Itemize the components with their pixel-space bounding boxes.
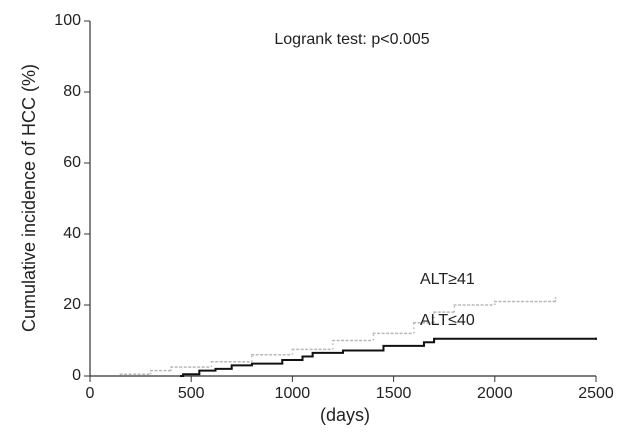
y-tick-label: 0: [72, 367, 81, 384]
x-tick-label: 500: [178, 385, 205, 402]
x-tick-label: 0: [86, 385, 95, 402]
x-tick-label: 1500: [376, 385, 412, 402]
y-tick-label: 80: [63, 83, 81, 100]
y-tick-label: 20: [63, 296, 81, 313]
y-tick-label: 40: [63, 225, 81, 242]
y-tick-label: 60: [63, 154, 81, 171]
y-axis-label: Cumulative incidence of HCC (%): [19, 64, 39, 332]
x-tick-label: 2500: [578, 385, 614, 402]
y-tick-label: 100: [54, 12, 81, 29]
x-tick-label: 2000: [477, 385, 513, 402]
annotation: Logrank test: p<0.005: [274, 31, 429, 48]
x-axis-label: (days): [320, 405, 370, 425]
x-tick-label: 1000: [275, 385, 311, 402]
series-label: ALT≥41: [420, 271, 475, 288]
series-label: ALT≤40: [420, 312, 475, 329]
